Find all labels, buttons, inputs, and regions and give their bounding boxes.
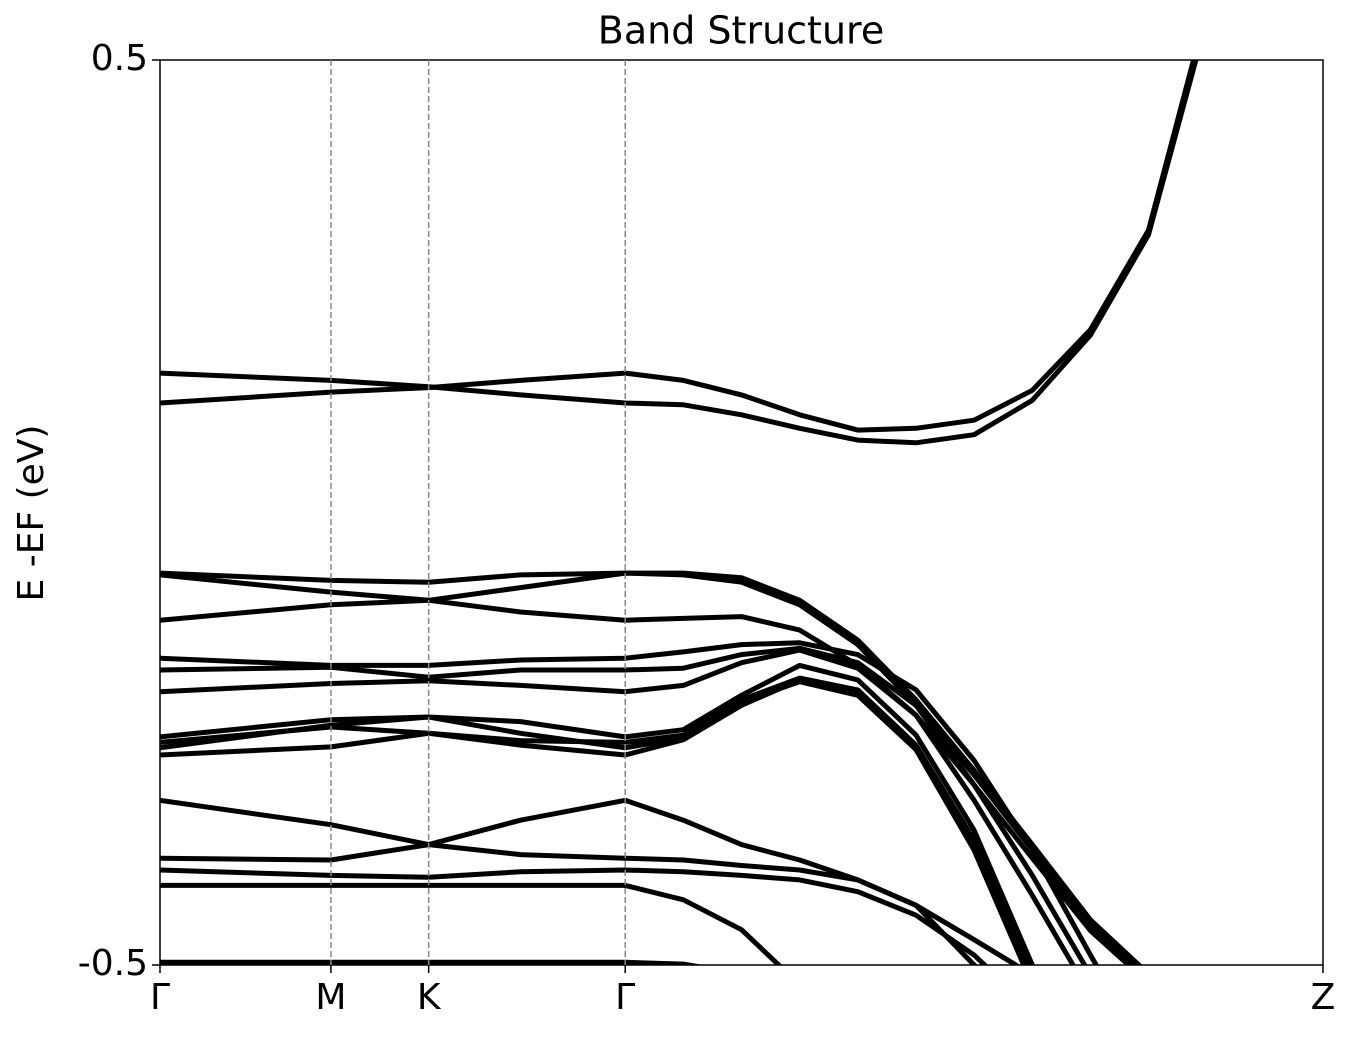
band-line: [160, 570, 1138, 965]
band-line: [160, 882, 783, 965]
band-line: [160, 647, 1076, 965]
y-tick-label: -0.5: [78, 943, 148, 984]
band-line: [160, 597, 1133, 965]
band-line: [160, 959, 704, 965]
y-tick-label: 0.5: [91, 38, 148, 79]
x-tick-label: M: [315, 977, 346, 1018]
y-axis-label: E -EF (eV): [11, 425, 52, 602]
band-line: [160, 867, 989, 965]
plot-area: [160, 60, 1199, 965]
band-line: [160, 677, 1029, 965]
plot-frame: [159, 59, 1324, 966]
x-tick-label: Γ: [150, 977, 170, 1018]
band-line: [160, 60, 1197, 433]
band-line: [160, 797, 1021, 965]
band-line: [160, 640, 1100, 965]
x-tick-label: K: [417, 977, 442, 1018]
band-line: [160, 797, 978, 965]
chart-title: Band Structure: [598, 9, 884, 53]
x-tick-label: Γ: [615, 977, 635, 1018]
x-tick-label: Z: [1311, 977, 1336, 1018]
